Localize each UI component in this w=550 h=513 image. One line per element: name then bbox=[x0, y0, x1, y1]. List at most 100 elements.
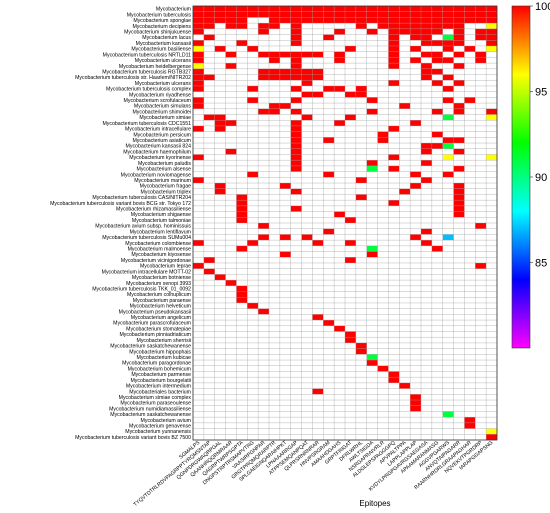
row-label: Mycobacterium haemophilum bbox=[123, 149, 191, 155]
heatmap-cell bbox=[421, 11, 432, 18]
heatmap-cell bbox=[442, 17, 454, 24]
heatmap-cell bbox=[442, 34, 454, 41]
heatmap-cell bbox=[453, 28, 465, 35]
x-axis-title: Epitopes bbox=[359, 499, 390, 508]
heatmap-cell bbox=[214, 183, 226, 189]
heatmap-cell bbox=[388, 17, 400, 24]
heatmap-cell bbox=[345, 91, 356, 98]
heatmap-cell bbox=[225, 63, 237, 69]
heatmap-cell bbox=[193, 262, 204, 269]
heatmap-cell bbox=[410, 400, 421, 406]
heatmap-cell bbox=[290, 205, 302, 212]
heatmap-cell bbox=[225, 51, 237, 58]
heatmap-cell bbox=[334, 11, 345, 18]
heatmap-cell bbox=[431, 28, 443, 35]
colorbar-ticks: 85 90 95 100 bbox=[530, 1, 550, 270]
row-label: Mycobacterium kyorinense bbox=[129, 155, 191, 161]
heatmap-cell bbox=[323, 34, 335, 41]
heatmap-cell bbox=[388, 80, 400, 86]
row-label: Mycobacterium kubicae bbox=[137, 355, 192, 361]
heatmap-cell bbox=[453, 40, 465, 46]
heatmap-cell bbox=[258, 28, 269, 35]
colorbar-tick-label: 90 bbox=[535, 172, 547, 184]
heatmap-cell bbox=[236, 245, 248, 252]
heatmap-cell bbox=[269, 23, 280, 29]
heatmap-cell bbox=[279, 183, 291, 189]
heatmap-cell bbox=[279, 17, 291, 24]
heatmap-cell bbox=[410, 57, 421, 64]
heatmap-cell bbox=[258, 51, 269, 58]
heatmap-cell bbox=[345, 11, 356, 18]
heatmap-cell bbox=[247, 302, 259, 309]
row-label: Mycobacterium colombiense bbox=[125, 241, 191, 247]
heatmap-cell bbox=[301, 17, 313, 24]
heatmap-cell bbox=[236, 211, 248, 218]
heatmap-cell bbox=[421, 74, 432, 81]
heatmap-cell bbox=[301, 234, 313, 241]
heatmap-cell bbox=[366, 28, 378, 35]
heatmap-cell bbox=[258, 108, 269, 115]
heatmap-cell bbox=[431, 40, 443, 46]
heatmap-cell bbox=[225, 17, 237, 24]
heatmap-cell bbox=[214, 188, 226, 195]
heatmap-cell bbox=[453, 205, 465, 212]
heatmap-cell bbox=[486, 23, 497, 29]
heatmap-cell bbox=[355, 348, 367, 355]
heatmap-cell bbox=[421, 63, 432, 69]
heatmap-cell bbox=[323, 85, 335, 92]
heatmap-cell bbox=[312, 6, 324, 12]
heatmap-cell bbox=[453, 188, 465, 195]
heatmap-cell bbox=[345, 240, 356, 246]
heatmap-cell bbox=[269, 6, 280, 12]
heatmap-cell bbox=[323, 228, 335, 235]
heatmap-cell bbox=[453, 148, 465, 155]
heatmap-cell bbox=[290, 51, 302, 58]
heatmap-cell bbox=[312, 314, 324, 321]
heatmap-cell bbox=[301, 11, 313, 18]
heatmap-cell bbox=[247, 240, 259, 246]
heatmap-cell bbox=[453, 51, 465, 58]
heatmap-cell bbox=[475, 6, 487, 12]
heatmap-cell bbox=[236, 285, 248, 292]
heatmap-cell bbox=[410, 171, 421, 178]
heatmap-cell bbox=[410, 11, 421, 18]
heatmap-cell bbox=[290, 131, 302, 138]
heatmap-cell bbox=[431, 57, 443, 64]
heatmap-cell bbox=[486, 40, 497, 46]
heatmap-cell bbox=[421, 23, 432, 29]
heatmap-cell bbox=[388, 11, 400, 18]
heatmap-cell bbox=[236, 217, 248, 223]
row-label: Mycobacterium avium subsp. hominissuis bbox=[95, 224, 191, 230]
row-label: Mycobacterium ulcerans bbox=[135, 58, 192, 64]
heatmap-cell bbox=[203, 23, 215, 29]
row-label: Mycobacterium shimoidei bbox=[132, 109, 191, 115]
heatmap-cells bbox=[193, 6, 497, 440]
heatmap-cell bbox=[203, 74, 215, 81]
heatmap-cell bbox=[410, 6, 421, 12]
heatmap-cell bbox=[203, 34, 215, 41]
row-label: Mycobacterium tuberculosis bbox=[127, 12, 192, 18]
heatmap-cell bbox=[290, 97, 302, 104]
heatmap-cell bbox=[366, 108, 378, 115]
heatmap-cell bbox=[377, 6, 389, 12]
heatmap-cell bbox=[225, 23, 237, 29]
heatmap-cell bbox=[388, 45, 400, 52]
heatmap-cell bbox=[442, 23, 454, 29]
row-label: Mycobacterium colhuplicum bbox=[127, 292, 191, 298]
heatmap-cell bbox=[431, 108, 443, 115]
heatmap-cell bbox=[247, 97, 259, 104]
heatmap-cell bbox=[334, 17, 345, 24]
heatmap-cell bbox=[345, 257, 356, 263]
heatmap-cell bbox=[312, 74, 324, 81]
heatmap-cell bbox=[279, 103, 291, 109]
heatmap-cell bbox=[442, 114, 454, 121]
row-label: Mycobacterium asiaticum bbox=[132, 138, 191, 144]
row-label: Mycobacterium bohemicum bbox=[128, 366, 191, 372]
heatmap-cell bbox=[486, 34, 497, 41]
heatmap-cell bbox=[366, 354, 378, 361]
heatmap-cell bbox=[258, 234, 269, 241]
row-label: Mycobacterium intermedium bbox=[126, 384, 191, 390]
heatmap-cell bbox=[355, 6, 367, 12]
heatmap-cell bbox=[410, 120, 421, 126]
